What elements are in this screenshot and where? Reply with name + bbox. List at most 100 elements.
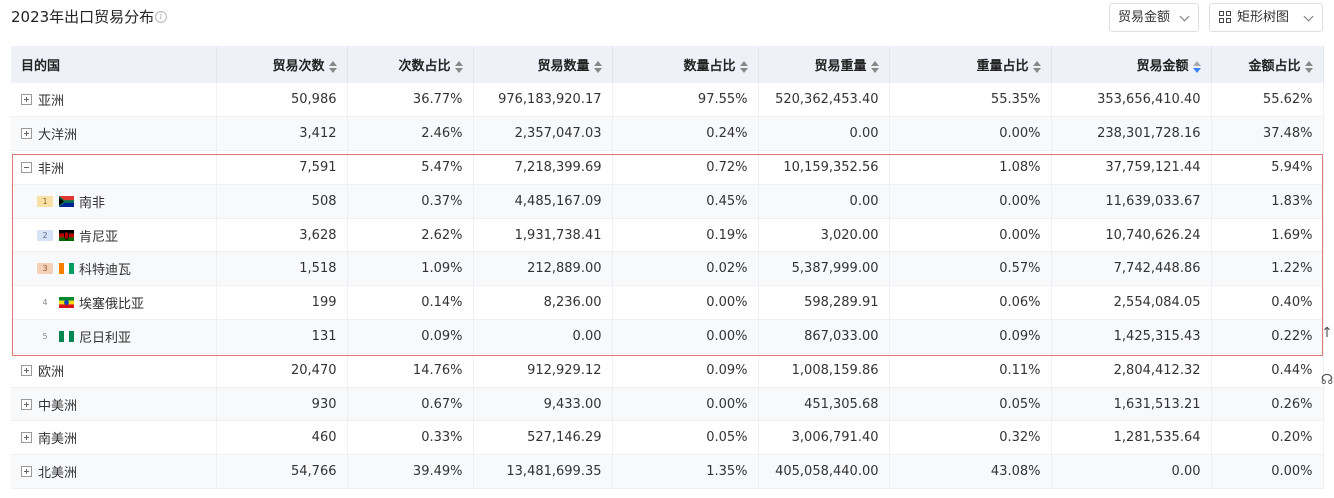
value-cell: 1.69% [1211, 218, 1324, 253]
value-cell: 0.09% [347, 319, 474, 354]
country-cell: 1 南非 [11, 184, 217, 219]
expand-icon[interactable] [21, 128, 32, 140]
value-cell: 0.37% [347, 184, 474, 219]
column-header[interactable]: 贸易数量 [473, 46, 613, 83]
value-cell: 0.00 [473, 319, 613, 354]
nigeria-flag-icon [59, 330, 74, 342]
region-row[interactable]: 非洲 7,591 5.47% 7,218,399.69 0.72% 10,159,352.… [11, 150, 1324, 185]
country-row[interactable]: 5 尼日利亚 131 0.09% 0.00 0.00% 867,033.00 0.09% 1,4… [11, 319, 1324, 354]
value-cell: 11,639,033.67 [1051, 184, 1212, 219]
country-cell: 5 尼日利亚 [11, 319, 217, 354]
column-header[interactable]: 贸易金额 [1051, 46, 1212, 83]
rank-badge: 2 [37, 229, 53, 241]
support-icon[interactable]: ☊ [1320, 372, 1334, 388]
expand-icon[interactable] [21, 364, 32, 376]
country-cell: 非洲 [11, 150, 217, 185]
row-label[interactable]: 南非 [79, 195, 106, 211]
row-label[interactable]: 尼日利亚 [79, 330, 132, 346]
value-cell: 199 [216, 285, 348, 321]
sort-icon[interactable] [593, 60, 602, 73]
column-header[interactable]: 次数占比 [347, 46, 474, 83]
value-cell: 0.19% [612, 218, 759, 253]
value-cell: 2,804,412.32 [1051, 353, 1212, 388]
value-cell: 0.24% [612, 116, 759, 152]
metric-select[interactable]: 贸易金额 [1109, 3, 1199, 32]
rank-badge: 1 [37, 195, 53, 207]
chevron-down-icon [1303, 11, 1314, 22]
collapse-icon[interactable] [21, 161, 32, 173]
row-label[interactable]: 欧洲 [38, 364, 65, 380]
value-cell: 3,020.00 [758, 218, 890, 253]
row-label[interactable]: 亚洲 [38, 94, 65, 110]
country-row[interactable]: 3 科特迪瓦 1,518 1.09% 212,889.00 0.02% 5,387,999.… [11, 251, 1324, 287]
sort-icon[interactable] [328, 60, 337, 73]
value-cell: 0.14% [347, 285, 474, 321]
value-cell: 1,931,738.41 [473, 218, 613, 253]
country-row[interactable]: 2 肯尼亚 3,628 2.62% 1,931,738.41 0.19% 3,020.00 0… [11, 218, 1324, 253]
column-header[interactable]: 重量占比 [889, 46, 1052, 83]
value-cell: 43.08% [889, 454, 1052, 490]
value-cell: 0.05% [889, 387, 1052, 422]
value-cell: 0.40% [1211, 285, 1324, 321]
column-header[interactable]: 数量占比 [612, 46, 759, 83]
country-cell: 亚洲 [11, 83, 217, 118]
view-select[interactable]: 矩形树图 [1209, 3, 1323, 32]
region-row[interactable]: 北美洲 54,766 39.49% 13,481,699.35 1.35% 405,058… [11, 454, 1324, 490]
column-header-label: 贸易重量 [814, 59, 867, 74]
sort-icon[interactable] [1304, 60, 1313, 73]
rank-badge: 4 [42, 298, 48, 308]
metric-select-label: 贸易金额 [1118, 10, 1171, 25]
value-cell: 10,159,352.56 [758, 150, 890, 185]
expand-icon[interactable] [21, 432, 32, 444]
info-icon[interactable]: i [155, 11, 167, 23]
value-cell: 0.00% [1211, 454, 1324, 490]
value-cell: 0.20% [1211, 420, 1324, 456]
sort-icon[interactable] [1192, 60, 1201, 73]
value-cell: 451,305.68 [758, 387, 890, 422]
ethiopia-flag-icon [59, 297, 74, 309]
sort-icon[interactable] [454, 60, 463, 73]
region-row[interactable]: 南美洲 460 0.33% 527,146.29 0.05% 3,006,791.40 0.… [11, 420, 1324, 456]
row-label[interactable]: 中美洲 [38, 398, 78, 414]
expand-icon[interactable] [21, 398, 32, 410]
value-cell: 0.44% [1211, 353, 1324, 388]
column-header-label: 数量占比 [683, 59, 736, 74]
column-header[interactable]: 贸易次数 [216, 46, 348, 83]
sort-icon[interactable] [739, 60, 748, 73]
region-row[interactable]: 中美洲 930 0.67% 9,433.00 0.00% 451,305.68 0.05% 1… [11, 387, 1324, 422]
cote-divoire-flag-icon [59, 263, 74, 275]
row-label[interactable]: 埃塞俄比亚 [79, 297, 145, 313]
country-row[interactable]: 4 埃塞俄比亚 199 0.14% 8,236.00 0.00% 598,289.91 0.0… [11, 285, 1324, 321]
sort-icon[interactable] [870, 60, 879, 73]
column-header-label: 目的国 [21, 59, 61, 74]
back-to-top-icon[interactable]: ↑ [1321, 325, 1333, 341]
value-cell: 0.00% [889, 184, 1052, 219]
column-header-label: 金额占比 [1248, 59, 1301, 74]
expand-icon[interactable] [21, 466, 32, 478]
row-label[interactable]: 北美洲 [38, 466, 78, 482]
country-row[interactable]: 1 南非 508 0.37% 4,485,167.09 0.45% 0.00 0.00% 11,… [11, 184, 1324, 219]
region-row[interactable]: 欧洲 20,470 14.76% 912,929.12 0.09% 1,008,159.8… [11, 353, 1324, 388]
column-header[interactable]: 金额占比 [1211, 46, 1324, 83]
column-header-country: 目的国 [11, 46, 217, 83]
country-cell: 北美洲 [11, 454, 217, 490]
value-cell: 2,554,084.05 [1051, 285, 1212, 321]
value-cell: 0.45% [612, 184, 759, 219]
row-label[interactable]: 南美洲 [38, 432, 78, 448]
country-cell: 2 肯尼亚 [11, 218, 217, 253]
region-row[interactable]: 亚洲 50,986 36.77% 976,183,920.17 97.55% 520,36… [11, 83, 1324, 118]
column-header[interactable]: 贸易重量 [758, 46, 890, 83]
row-label[interactable]: 非洲 [38, 161, 65, 177]
sort-icon[interactable] [1032, 60, 1041, 73]
value-cell: 0.00 [758, 116, 890, 152]
value-cell: 520,362,453.40 [758, 83, 890, 118]
row-label[interactable]: 肯尼亚 [79, 229, 119, 245]
value-cell: 0.00% [889, 116, 1052, 152]
row-label[interactable]: 科特迪瓦 [79, 263, 132, 279]
row-label[interactable]: 大洋洲 [38, 128, 78, 144]
value-cell: 3,006,791.40 [758, 420, 890, 456]
value-cell: 1.09% [347, 251, 474, 287]
expand-icon[interactable] [21, 94, 32, 106]
region-row[interactable]: 大洋洲 3,412 2.46% 2,357,047.03 0.24% 0.00 0.00% 2… [11, 116, 1324, 152]
value-cell: 0.57% [889, 251, 1052, 287]
